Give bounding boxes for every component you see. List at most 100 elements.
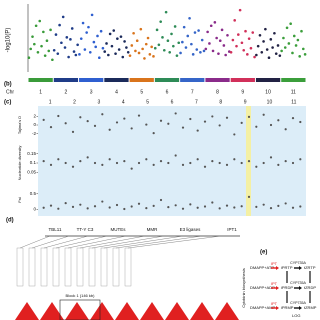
point xyxy=(233,133,236,136)
chr-number: 3 xyxy=(98,99,101,105)
enzyme: CYP735A xyxy=(290,301,306,305)
point xyxy=(299,205,302,208)
point xyxy=(181,207,185,210)
point xyxy=(49,163,53,166)
point xyxy=(130,205,133,208)
chromosome-bar xyxy=(53,78,79,82)
point xyxy=(56,52,60,55)
link xyxy=(127,235,222,249)
chr-number: 4 xyxy=(115,89,118,95)
point xyxy=(134,49,137,53)
enzyme: IPT xyxy=(271,301,278,306)
point xyxy=(137,114,141,117)
point xyxy=(71,165,75,168)
y-tick-label: 0.05 xyxy=(27,170,36,175)
point xyxy=(101,163,104,166)
point xyxy=(218,161,221,165)
ld-triangle xyxy=(115,302,139,320)
chromosome-bar xyxy=(154,78,180,82)
link xyxy=(91,235,165,249)
point xyxy=(196,158,199,161)
point xyxy=(101,200,104,203)
point xyxy=(238,8,242,12)
chromosome-bar xyxy=(205,78,230,82)
point xyxy=(269,123,273,127)
point xyxy=(191,53,195,56)
chromosome-bar xyxy=(230,78,255,82)
ld-triangle xyxy=(190,302,214,320)
chr-number: 10 xyxy=(267,99,273,105)
point xyxy=(189,161,192,165)
ld-triangle xyxy=(15,302,39,320)
substrate: DMAPP+ATP xyxy=(250,265,274,270)
panel-label: (e) xyxy=(260,250,267,256)
point xyxy=(99,29,103,33)
chr-number: 1 xyxy=(49,99,52,105)
product: tZRMP xyxy=(304,305,317,310)
point xyxy=(88,50,92,54)
point xyxy=(49,28,52,32)
track-label: Fst xyxy=(17,196,22,202)
point xyxy=(181,163,185,166)
point xyxy=(240,41,244,45)
point xyxy=(101,113,104,116)
point xyxy=(233,206,236,209)
point xyxy=(299,158,302,161)
enzyme: LOG xyxy=(292,313,300,318)
point xyxy=(159,160,163,163)
point xyxy=(262,113,265,116)
point xyxy=(152,132,155,135)
point xyxy=(83,48,87,51)
point xyxy=(60,41,63,45)
point xyxy=(190,42,193,46)
point xyxy=(174,204,177,207)
point xyxy=(300,29,303,33)
point xyxy=(177,41,181,45)
point xyxy=(277,163,280,166)
point xyxy=(72,50,76,53)
point xyxy=(117,48,121,51)
point xyxy=(152,55,155,58)
point xyxy=(49,126,53,129)
point xyxy=(278,54,282,57)
point xyxy=(244,29,247,33)
point xyxy=(130,127,133,130)
point xyxy=(296,38,300,42)
point xyxy=(29,47,33,51)
gene-label: MUTEs xyxy=(111,227,127,232)
point xyxy=(283,46,287,49)
point xyxy=(196,129,199,132)
chr-number: 8 xyxy=(216,89,219,95)
point xyxy=(225,204,229,207)
point xyxy=(112,29,116,32)
point xyxy=(58,23,61,27)
point xyxy=(168,50,172,54)
enzyme: IPT xyxy=(271,281,278,286)
point xyxy=(273,31,276,35)
chromosome-bar xyxy=(104,78,129,82)
substrate: DMAPP+AMP xyxy=(250,305,276,310)
point xyxy=(123,117,126,120)
link xyxy=(67,235,127,249)
point xyxy=(269,38,273,41)
chr-number: 7 xyxy=(191,89,194,95)
point xyxy=(262,203,265,206)
arrow-head xyxy=(299,286,302,290)
point xyxy=(145,206,148,210)
point xyxy=(101,46,105,50)
point xyxy=(145,158,148,161)
point xyxy=(93,161,97,165)
enzyme: IPT xyxy=(271,261,278,266)
point xyxy=(49,204,53,207)
gene-label: MMR xyxy=(147,227,158,232)
y-tick-label: 2 xyxy=(33,114,36,119)
position-box xyxy=(124,247,132,287)
point xyxy=(255,205,258,208)
point xyxy=(36,50,40,54)
point xyxy=(282,36,285,40)
point xyxy=(253,55,256,59)
point xyxy=(87,25,90,29)
point xyxy=(93,124,97,127)
point xyxy=(159,198,163,202)
y-axis-label: -log10(P) xyxy=(6,28,12,53)
